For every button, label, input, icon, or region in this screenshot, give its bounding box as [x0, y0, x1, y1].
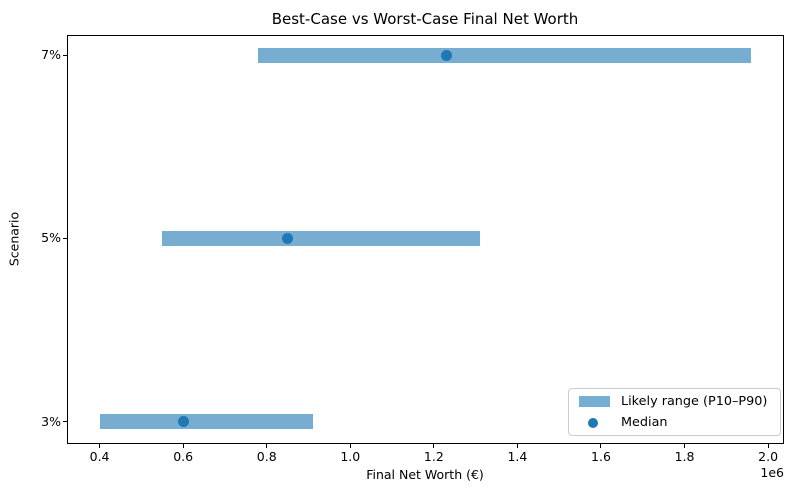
chart-title: Best-Case vs Worst-Case Final Net Worth: [271, 10, 579, 28]
range-swatch-icon: [579, 396, 613, 407]
legend-item: Median: [579, 414, 780, 432]
likely-range-bar: [258, 47, 752, 63]
x-tick-label: 0.6: [173, 449, 194, 464]
y-tick-label: 3%: [41, 413, 61, 429]
x-tick-mark: [516, 444, 518, 448]
x-tick-label: 1.6: [591, 449, 611, 464]
legend-item: Likely range (P10–P90): [579, 393, 780, 411]
x-axis-offset-label: 1e6: [760, 465, 784, 480]
x-tick-mark: [349, 444, 351, 448]
y-tick-label: 7%: [41, 47, 61, 63]
x-tick-label: 1.4: [507, 449, 528, 464]
x-tick-label: 1.0: [340, 449, 361, 464]
y-tick-label: 5%: [41, 230, 61, 246]
y-tick-mark: [63, 54, 67, 56]
x-tick-mark: [266, 444, 268, 448]
x-tick-label: 0.4: [89, 449, 110, 464]
x-tick-label: 1.2: [423, 449, 444, 464]
y-tick-mark: [63, 237, 67, 239]
median-dot: [440, 49, 452, 61]
median-dot: [282, 232, 294, 244]
median-dot-icon: [579, 417, 613, 428]
x-tick-label: 2.0: [758, 449, 779, 464]
legend: Likely range (P10–P90) Median: [568, 388, 781, 436]
x-tick-mark: [767, 444, 769, 448]
x-axis-label: Final Net Worth (€): [366, 467, 484, 482]
x-tick-mark: [684, 444, 686, 448]
x-tick-mark: [182, 444, 184, 448]
x-tick-mark: [99, 444, 101, 448]
x-tick-mark: [600, 444, 602, 448]
likely-range-bar: [162, 230, 480, 246]
legend-item-label: Median: [621, 415, 668, 430]
y-tick-mark: [63, 421, 67, 423]
legend-item-label: Likely range (P10–P90): [621, 394, 768, 409]
x-tick-mark: [433, 444, 435, 448]
x-tick-label: 1.8: [674, 449, 695, 464]
legend-dot-swatch: [588, 417, 598, 428]
plot-area: [67, 35, 784, 444]
legend-rect-swatch: [579, 396, 610, 407]
likely-range-bar: [99, 414, 313, 430]
median-dot: [177, 416, 189, 428]
x-tick-label: 0.8: [256, 449, 277, 464]
